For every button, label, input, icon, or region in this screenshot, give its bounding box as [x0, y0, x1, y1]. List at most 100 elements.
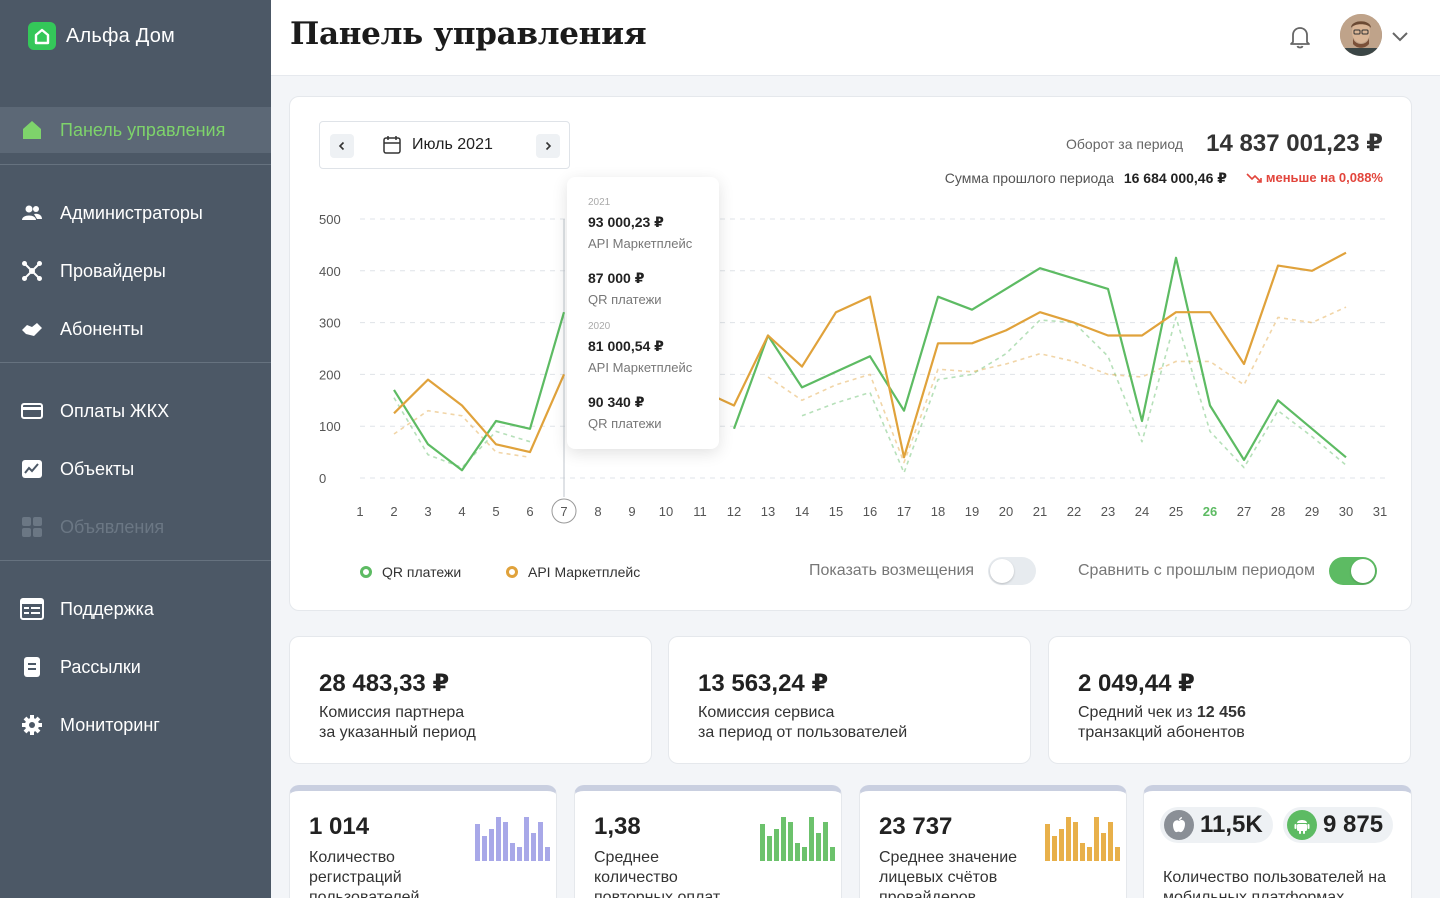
x-tick-label: 16: [863, 504, 877, 519]
stat-desc-line: Средний чек из 12 456: [1078, 703, 1246, 723]
period-picker[interactable]: Июль 2021: [319, 121, 570, 169]
sidebar-item-admins[interactable]: Администраторы: [0, 190, 271, 236]
mini-bar: [774, 829, 779, 861]
mini-bar: [496, 817, 501, 861]
android-pill: 9 875: [1283, 807, 1394, 843]
x-tick-label: 15: [829, 504, 843, 519]
bell-icon[interactable]: [1287, 24, 1313, 50]
mini-bar: [823, 822, 828, 861]
turnover-chart-card: 0 100 200 300 400 500 1 2 3 4 5 6 7 8 9 10 11 12 13 14 15 16 1…: [289, 96, 1412, 611]
sidebar-item-payments[interactable]: Оплаты ЖКХ: [0, 388, 271, 434]
x-tick-label: 25: [1169, 504, 1183, 519]
ios-pill: 11,5K: [1160, 807, 1273, 843]
users-icon: [20, 201, 44, 225]
ios-count: 11,5K: [1200, 811, 1263, 838]
mini-bar: [830, 847, 835, 861]
stat-desc-line: Комиссия сервиса: [698, 704, 835, 721]
mini-desc: Количество пользователей на мобильных пл…: [1163, 869, 1387, 898]
stat-desc-line: за период от пользователей: [698, 724, 908, 741]
y-tick-label: 0: [319, 471, 326, 486]
sidebar-item-label: Администраторы: [60, 202, 203, 223]
brand[interactable]: Альфа Дом: [28, 22, 175, 50]
y-tick-label: 200: [319, 367, 341, 382]
stat-desc: Комиссия сервиса за период от пользовате…: [698, 703, 907, 743]
sidebar-item-label: Объекты: [60, 458, 135, 479]
series-line-previous: [393, 306, 1347, 464]
x-tick-highlight: [551, 498, 577, 524]
mini-bar: [1101, 833, 1106, 861]
stat-card-average-check: 2 049,44 ₽ Средний чек из 12 456 транзак…: [1048, 636, 1411, 764]
sidebar-item-mailings[interactable]: Рассылки: [0, 644, 271, 690]
mini-bar: [1045, 824, 1050, 861]
refunds-toggle-label: Показать возмещения: [809, 562, 975, 579]
x-tick-label: 5: [492, 504, 499, 519]
refunds-toggle[interactable]: [988, 557, 1037, 585]
prev-period-button[interactable]: [330, 134, 354, 158]
mini-card-registrations: 1 014 Количество регистраций пользовател…: [289, 785, 557, 898]
sidebar-item-dashboard[interactable]: Панель управления: [0, 107, 271, 153]
sidebar-item-label: Объявления: [60, 516, 165, 537]
mini-bar: [1115, 847, 1120, 861]
x-tick-label: 17: [897, 504, 911, 519]
avatar[interactable]: [1340, 14, 1382, 56]
mini-bar: [1094, 817, 1099, 861]
mini-bar: [503, 822, 508, 861]
delta-indicator: меньше на 0,088%: [1246, 170, 1383, 185]
sidebar-item-label: Панель управления: [60, 119, 226, 140]
legend-api[interactable]: API Маркетплейс: [506, 564, 640, 580]
sidebar-item-providers[interactable]: Провайдеры: [0, 248, 271, 294]
mini-bar: [524, 817, 529, 861]
sidebar-item-subscribers[interactable]: Абоненты: [0, 306, 271, 352]
mini-card-mobile-platforms: 11,5K 9 875 Количество пользователей на …: [1143, 785, 1412, 898]
mini-bar: [760, 824, 765, 861]
mini-desc: Количество регистраций пользователей: [309, 849, 420, 898]
sidebar-item-label: Рассылки: [60, 656, 141, 677]
calendar-icon: [382, 135, 402, 160]
tooltip-year: 2020: [588, 321, 611, 332]
mini-bar: [767, 836, 772, 861]
mini-bar: [802, 847, 807, 861]
delta-text: меньше на 0,088%: [1265, 170, 1383, 185]
turnover-value: 14 837 001,23 ₽: [1206, 130, 1383, 157]
legend-label: QR платежи: [382, 564, 462, 580]
tooltip-series: QR платежи: [588, 416, 662, 431]
x-tick-label: 23: [1101, 504, 1115, 519]
stat-desc-line: транзакций абонентов: [1078, 724, 1245, 741]
mini-bar: [475, 824, 480, 861]
mini-bar-chart: [760, 815, 835, 861]
brand-name: Альфа Дом: [66, 24, 176, 47]
sidebar-item-ads: Объявления: [0, 504, 271, 550]
next-period-button[interactable]: [536, 134, 560, 158]
divider: [0, 164, 271, 165]
x-tick-label: 1: [356, 504, 363, 519]
legend-qr[interactable]: QR платежи: [360, 564, 461, 580]
mini-bar: [1052, 836, 1057, 861]
mini-bar: [489, 829, 494, 861]
page-title: Панель управления: [290, 16, 647, 52]
tooltip-series: QR платежи: [588, 292, 662, 307]
android-count: 9 875: [1323, 811, 1384, 838]
sidebar-item-objects[interactable]: Объекты: [0, 446, 271, 492]
sidebar-item-label: Мониторинг: [60, 714, 160, 735]
y-tick-label: 400: [319, 264, 341, 279]
mini-bar: [1087, 847, 1092, 861]
stat-desc: Комиссия партнера за указанный период: [319, 703, 476, 743]
legend-dot-orange: [506, 566, 518, 578]
x-tick-label: 29: [1305, 504, 1319, 519]
stat-desc-count: 12 456: [1196, 704, 1246, 721]
refunds-toggle-row: Показать возмещения: [809, 557, 1037, 585]
mini-bar-chart: [475, 815, 550, 861]
legend-dot-green: [360, 566, 372, 578]
compare-toggle[interactable]: [1328, 557, 1377, 585]
x-tick-label: 31: [1373, 504, 1387, 519]
home-icon: [20, 118, 44, 142]
toggle-knob: [1350, 559, 1375, 583]
x-tick-label: 8: [594, 504, 601, 519]
chevron-down-icon[interactable]: [1389, 25, 1411, 47]
sidebar-item-support[interactable]: Поддержка: [0, 586, 271, 632]
mini-bar: [531, 833, 536, 861]
mini-bar: [1059, 829, 1064, 861]
sidebar-item-monitoring[interactable]: Мониторинг: [0, 702, 271, 748]
x-tick-label: 12: [727, 504, 741, 519]
